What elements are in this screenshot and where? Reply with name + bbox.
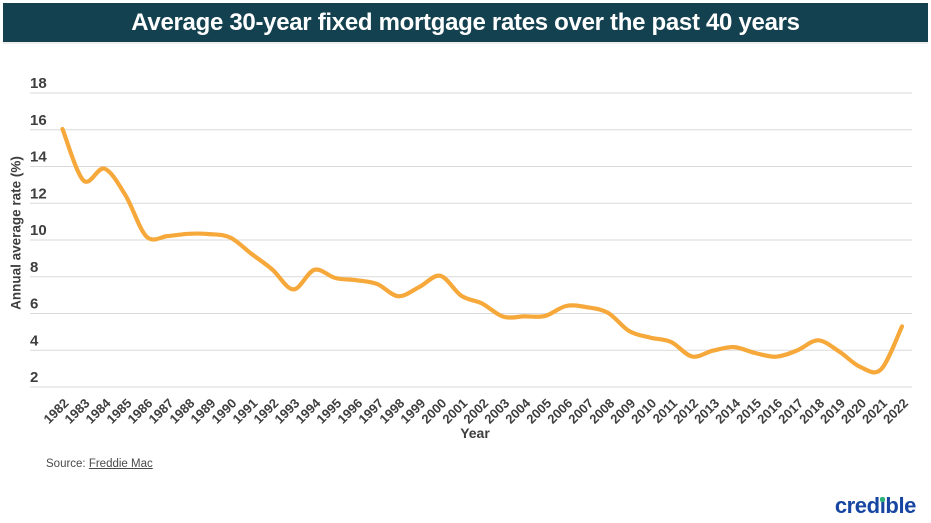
y-tick-label-2: 2 (30, 369, 38, 386)
chart-title-banner: Average 30-year fixed mortgage rates ove… (3, 3, 928, 42)
y-tick-label-16: 16 (30, 112, 47, 129)
source-note: Source: Freddie Mac (46, 458, 153, 470)
y-tick-label-10: 10 (30, 222, 47, 239)
y-tick-label-18: 18 (30, 75, 47, 92)
x-axis-title: Year (460, 425, 490, 441)
y-tick-label-8: 8 (30, 259, 38, 276)
logo-text-pre: cred (834, 493, 880, 518)
y-tick-label-14: 14 (30, 149, 47, 166)
logo-i-dot (880, 496, 886, 502)
x-tick-label-2022: 2022 (880, 396, 911, 427)
chart-title: Average 30-year fixed mortgage rates ove… (131, 8, 800, 36)
y-axis-title: Annual average rate (%) (8, 156, 24, 310)
source-link[interactable]: Freddie Mac (88, 458, 153, 470)
rate-line (60, 126, 905, 375)
source-label: Source: (46, 458, 89, 470)
y-tick-label-4: 4 (30, 332, 39, 349)
y-tick-label-6: 6 (30, 296, 38, 313)
credible-logo: credı ble (834, 493, 917, 518)
y-tick-label-12: 12 (30, 185, 47, 202)
logo-text-post: ble (885, 493, 916, 518)
logo-letter-i: ı (879, 493, 886, 518)
